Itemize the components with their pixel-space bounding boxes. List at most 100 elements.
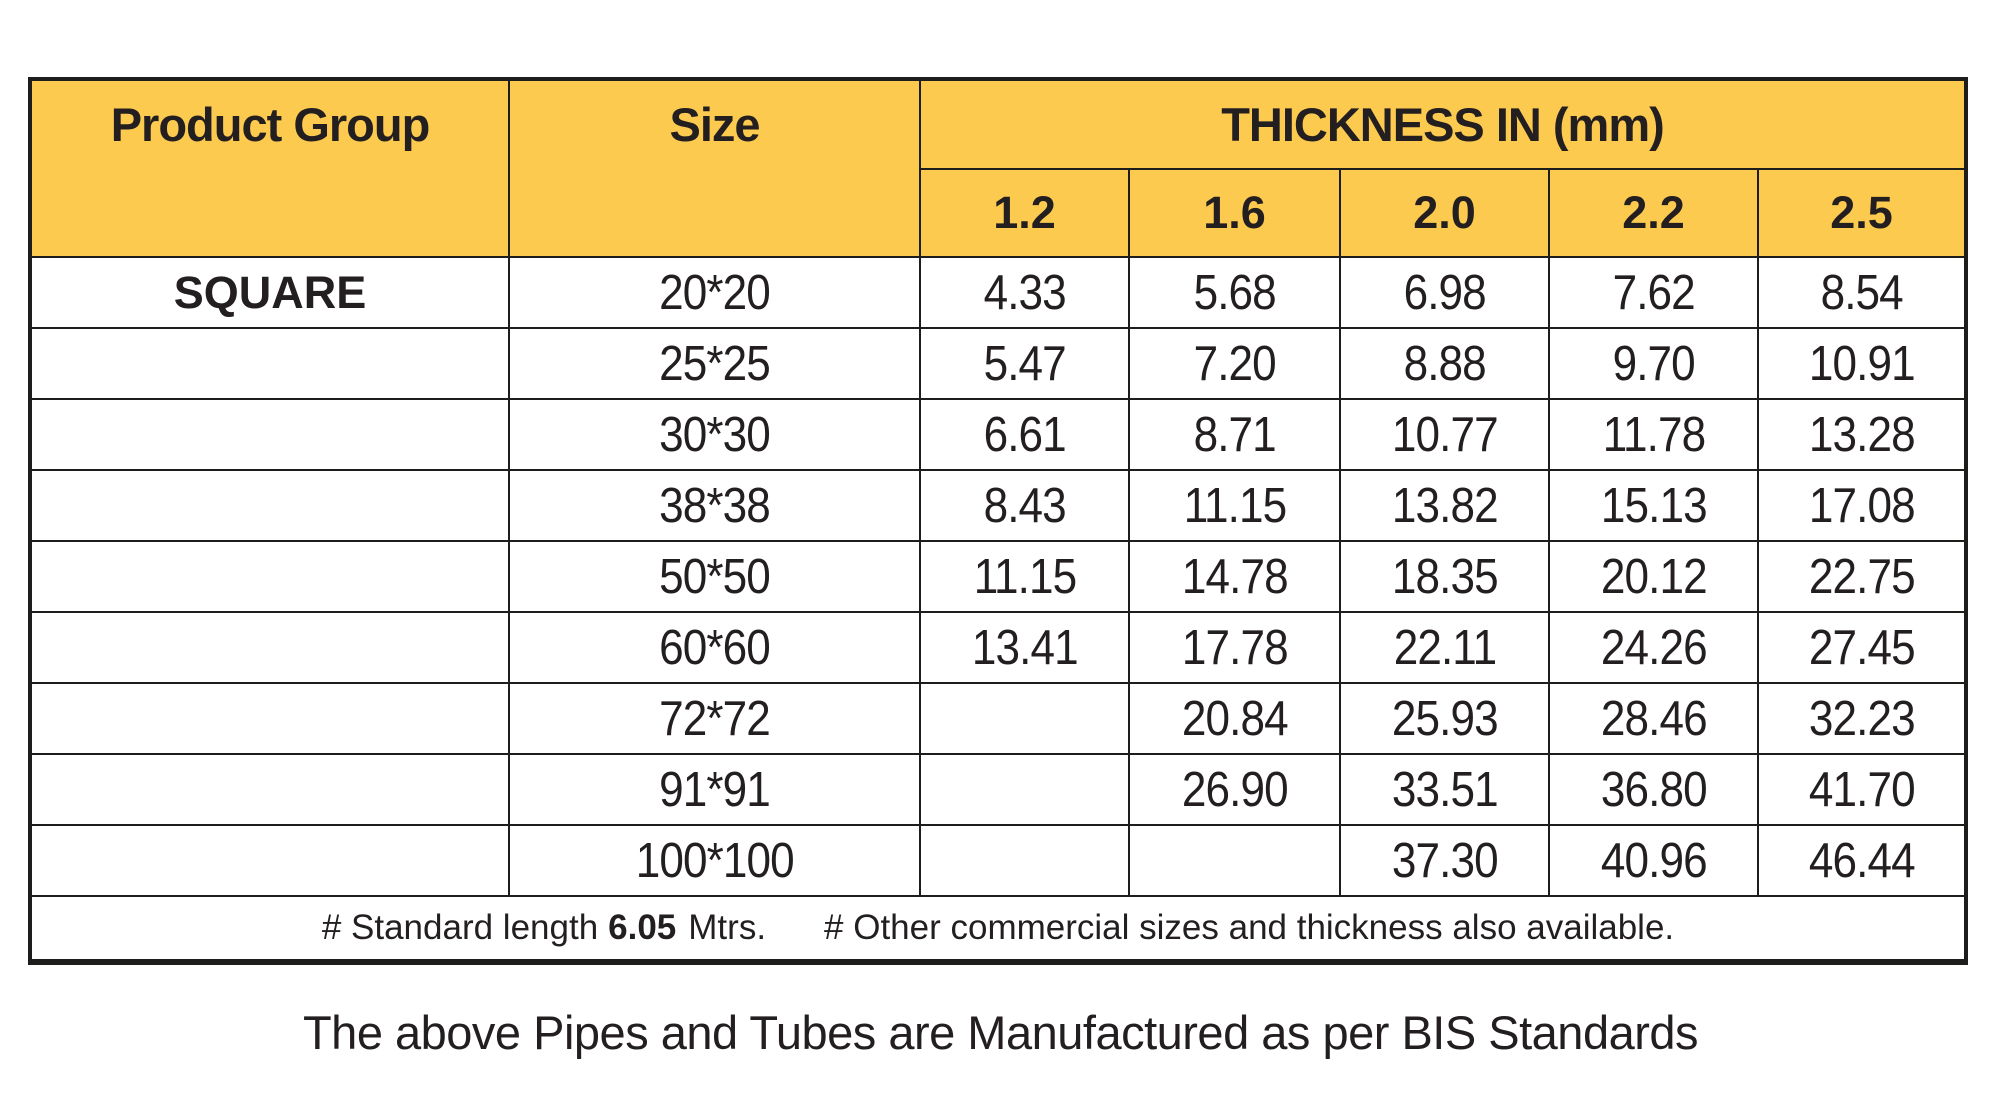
weight-value: 5.68 <box>1193 265 1276 320</box>
size-cell: 50*50 <box>510 542 921 613</box>
size-value: 50*50 <box>659 549 771 604</box>
header-thickness-2.5: 2.5 <box>1759 170 1964 258</box>
weight-value: 17.08 <box>1808 478 1916 533</box>
weight-cell: 25.93 <box>1341 684 1550 755</box>
weight-cell: 22.75 <box>1759 542 1964 613</box>
size-value: 38*38 <box>659 478 771 533</box>
weight-value: 41.70 <box>1808 762 1916 817</box>
thickness-value-label: 1.6 <box>1203 187 1266 238</box>
pipe-weight-table: Product Group Size THICKNESS IN (mm) 1.2… <box>28 77 1968 965</box>
weight-value: 26.90 <box>1181 762 1289 817</box>
size-value: 20*20 <box>659 265 771 320</box>
product-group-cell <box>32 542 510 613</box>
weight-cell: 13.82 <box>1341 471 1550 542</box>
weight-value: 20.84 <box>1181 691 1289 746</box>
weight-cell: 6.61 <box>921 400 1130 471</box>
product-group-cell: SQUARE <box>32 258 510 329</box>
bis-standards-caption: The above Pipes and Tubes are Manufactur… <box>302 1006 1699 1059</box>
header-product-group: Product Group <box>32 81 510 258</box>
size-value: 30*30 <box>659 407 771 462</box>
size-cell: 91*91 <box>510 755 921 826</box>
weight-value: 46.44 <box>1808 833 1916 888</box>
weight-cell: 4.33 <box>921 258 1130 329</box>
size-value: 72*72 <box>659 691 771 746</box>
weight-cell: 36.80 <box>1550 755 1759 826</box>
weight-value: 5.47 <box>983 336 1066 391</box>
weight-cell: 26.90 <box>1130 755 1341 826</box>
size-cell: 60*60 <box>510 613 921 684</box>
size-value: 25*25 <box>659 336 771 391</box>
weight-value: 18.35 <box>1391 549 1499 604</box>
weight-cell: 8.88 <box>1341 329 1550 400</box>
weight-cell: 8.54 <box>1759 258 1964 329</box>
size-cell: 100*100 <box>510 826 921 897</box>
weight-value: 37.30 <box>1391 833 1499 888</box>
weight-value: 8.88 <box>1403 336 1486 391</box>
size-cell: 38*38 <box>510 471 921 542</box>
weight-value: 17.78 <box>1181 620 1289 675</box>
weight-value: 13.28 <box>1808 407 1916 462</box>
product-group-cell <box>32 826 510 897</box>
weight-cell: 7.62 <box>1550 258 1759 329</box>
weight-cell: 10.91 <box>1759 329 1964 400</box>
product-group-cell <box>32 400 510 471</box>
footnote-other: # Other commercial sizes and thickness a… <box>824 908 1675 947</box>
weight-cell: 5.68 <box>1130 258 1341 329</box>
weight-cell: 17.78 <box>1130 613 1341 684</box>
weight-value: 7.20 <box>1193 336 1276 391</box>
weight-cell-empty <box>921 684 1130 755</box>
footnote-unit: Mtrs. <box>688 908 767 947</box>
product-group-cell <box>32 613 510 684</box>
header-thickness-1.2: 1.2 <box>921 170 1130 258</box>
header-thickness-2.0: 2.0 <box>1341 170 1550 258</box>
weight-value: 20.12 <box>1600 549 1708 604</box>
weight-cell: 37.30 <box>1341 826 1550 897</box>
weight-value: 8.71 <box>1193 407 1276 462</box>
weight-value: 6.98 <box>1403 265 1486 320</box>
weight-cell: 32.23 <box>1759 684 1964 755</box>
weight-value: 8.54 <box>1820 265 1903 320</box>
weight-cell: 18.35 <box>1341 542 1550 613</box>
weight-value: 22.11 <box>1393 620 1496 675</box>
footnote-row: # Standard length 6.05 Mtrs. # Other com… <box>32 897 1964 959</box>
header-size-label: Size <box>669 98 760 151</box>
weight-cell: 11.15 <box>1130 471 1341 542</box>
weight-value: 15.13 <box>1600 478 1708 533</box>
weight-value: 33.51 <box>1391 762 1499 817</box>
weight-value: 22.75 <box>1808 549 1916 604</box>
weight-value: 14.78 <box>1181 549 1289 604</box>
weight-cell: 20.84 <box>1130 684 1341 755</box>
weight-value: 8.43 <box>983 478 1066 533</box>
weight-cell: 7.20 <box>1130 329 1341 400</box>
weight-value: 13.41 <box>971 620 1079 675</box>
header-thickness-1.6: 1.6 <box>1130 170 1341 258</box>
weight-cell: 20.12 <box>1550 542 1759 613</box>
header-product-group-label: Product Group <box>110 98 431 151</box>
size-cell: 20*20 <box>510 258 921 329</box>
weight-value: 28.46 <box>1600 691 1708 746</box>
weight-cell: 33.51 <box>1341 755 1550 826</box>
weight-cell: 24.26 <box>1550 613 1759 684</box>
header-thickness-label: THICKNESS IN (mm) <box>1221 98 1665 151</box>
weight-cell: 5.47 <box>921 329 1130 400</box>
weight-cell: 8.71 <box>1130 400 1341 471</box>
weight-cell: 11.15 <box>921 542 1130 613</box>
weight-value: 6.61 <box>983 407 1066 462</box>
weight-cell: 6.98 <box>1341 258 1550 329</box>
weight-value: 25.93 <box>1391 691 1499 746</box>
header-thickness-2.2: 2.2 <box>1550 170 1759 258</box>
product-group-cell <box>32 329 510 400</box>
thickness-value-label: 2.5 <box>1830 187 1893 238</box>
weight-value: 40.96 <box>1600 833 1708 888</box>
weight-value: 7.62 <box>1612 265 1695 320</box>
weight-cell: 13.41 <box>921 613 1130 684</box>
thickness-value-label: 2.0 <box>1413 187 1476 238</box>
thickness-value-label: 1.2 <box>993 187 1056 238</box>
weight-cell: 10.77 <box>1341 400 1550 471</box>
weight-cell-empty <box>921 826 1130 897</box>
weight-cell-empty <box>1130 826 1341 897</box>
weight-cell-empty <box>921 755 1130 826</box>
weight-value: 24.26 <box>1600 620 1708 675</box>
weight-cell: 40.96 <box>1550 826 1759 897</box>
size-cell: 25*25 <box>510 329 921 400</box>
